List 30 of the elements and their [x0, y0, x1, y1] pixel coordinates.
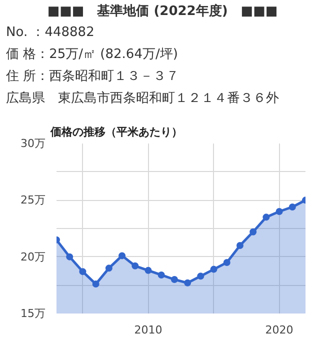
x-tick-label: 2010: [134, 324, 162, 336]
point: [105, 264, 112, 272]
point: [210, 266, 218, 273]
point: [184, 279, 192, 286]
point: [158, 271, 165, 278]
point: [79, 268, 86, 276]
chart-title: ■■■ 基準地価 (2022年度) ■■■: [46, 2, 279, 21]
point: [197, 272, 204, 280]
x-tick-label: 2020: [265, 324, 294, 336]
y-tick-label: 15万: [20, 307, 46, 320]
point: [236, 242, 244, 249]
text: No. ：448882: [6, 24, 96, 42]
point: [66, 253, 74, 260]
point: [250, 228, 257, 236]
point: [276, 208, 283, 215]
y-tick-label: 20万: [20, 250, 46, 264]
point: [92, 280, 100, 288]
y-tick-label: 30万: [20, 137, 46, 150]
text: 住 所：西条昭和町１３－３７: [6, 68, 180, 86]
text: 広島県 東広島市西条昭和町１２１４番３６外: [6, 90, 279, 108]
point: [223, 259, 230, 266]
chart-subtitle: 価格の推移（平米あたり）: [50, 126, 182, 138]
point: [170, 276, 178, 283]
y-tick-label: 25万: [20, 194, 46, 207]
point: [132, 262, 139, 270]
text: 価 格：25万/㎡ (82.64万/坪): [6, 46, 179, 64]
point: [118, 252, 126, 260]
point: [262, 214, 270, 221]
point: [288, 203, 296, 210]
point: [144, 266, 152, 274]
